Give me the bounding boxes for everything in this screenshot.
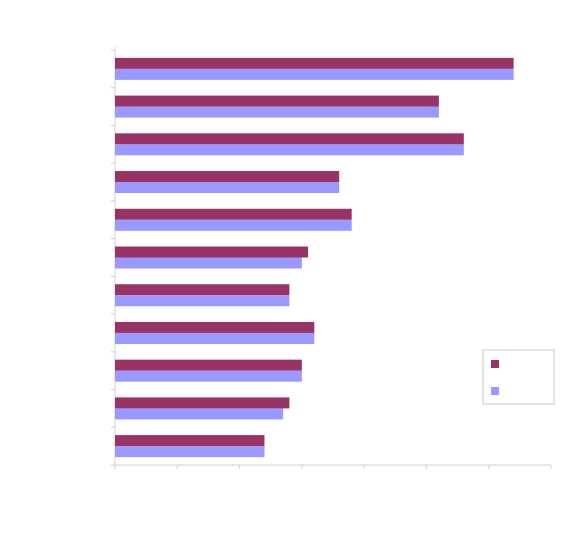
bar-series-2 bbox=[115, 257, 302, 269]
bar-series-1 bbox=[115, 133, 464, 145]
bar-series-2 bbox=[115, 408, 284, 420]
bar-series-2 bbox=[115, 295, 290, 307]
bar-series-2 bbox=[115, 370, 302, 382]
bar-series-1 bbox=[115, 171, 340, 183]
bar-series-1 bbox=[115, 57, 514, 69]
legend-box bbox=[482, 349, 555, 405]
legend-swatch-series-1 bbox=[491, 360, 499, 368]
bar-series-2 bbox=[115, 219, 352, 231]
bar-series-2 bbox=[115, 144, 464, 156]
bar-series-1 bbox=[115, 284, 290, 296]
bar-series-1 bbox=[115, 95, 439, 107]
bar-series-2 bbox=[115, 332, 315, 344]
bar-series-2 bbox=[115, 106, 439, 118]
bar-series-1 bbox=[115, 321, 315, 333]
bar-series-1 bbox=[115, 397, 290, 409]
legend bbox=[482, 349, 555, 405]
bar-series-1 bbox=[115, 435, 265, 447]
legend-swatch-series-2 bbox=[491, 387, 499, 395]
bar-series-2 bbox=[115, 68, 514, 80]
plot-area bbox=[111, 47, 552, 469]
bar-series-1 bbox=[115, 246, 309, 258]
bar-series-2 bbox=[115, 182, 340, 194]
bar-series-1 bbox=[115, 359, 302, 371]
bar-series-2 bbox=[115, 446, 265, 458]
bar-series-1 bbox=[115, 208, 352, 220]
